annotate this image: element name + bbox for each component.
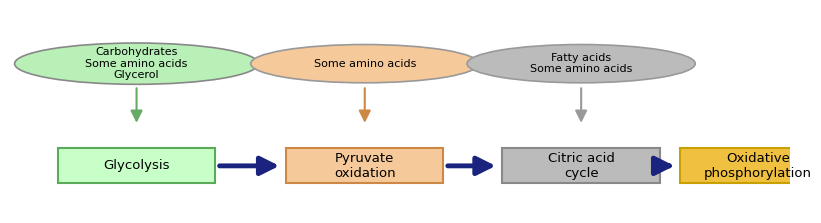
Text: Fatty acids
Some amino acids: Fatty acids Some amino acids — [530, 53, 632, 74]
Ellipse shape — [467, 45, 695, 83]
Text: Glycolysis: Glycolysis — [103, 159, 170, 172]
Ellipse shape — [250, 45, 479, 83]
FancyBboxPatch shape — [502, 149, 660, 183]
Text: Pyruvate
oxidation: Pyruvate oxidation — [334, 152, 396, 180]
FancyBboxPatch shape — [286, 149, 443, 183]
FancyBboxPatch shape — [57, 149, 215, 183]
Text: Citric acid
cycle: Citric acid cycle — [548, 152, 615, 180]
Text: Carbohydrates
Some amino acids
Glycerol: Carbohydrates Some amino acids Glycerol — [85, 47, 188, 80]
Text: Some amino acids: Some amino acids — [314, 59, 416, 69]
FancyBboxPatch shape — [680, 149, 821, 183]
Ellipse shape — [15, 43, 259, 84]
Text: Oxidative
phosphorylation: Oxidative phosphorylation — [704, 152, 812, 180]
